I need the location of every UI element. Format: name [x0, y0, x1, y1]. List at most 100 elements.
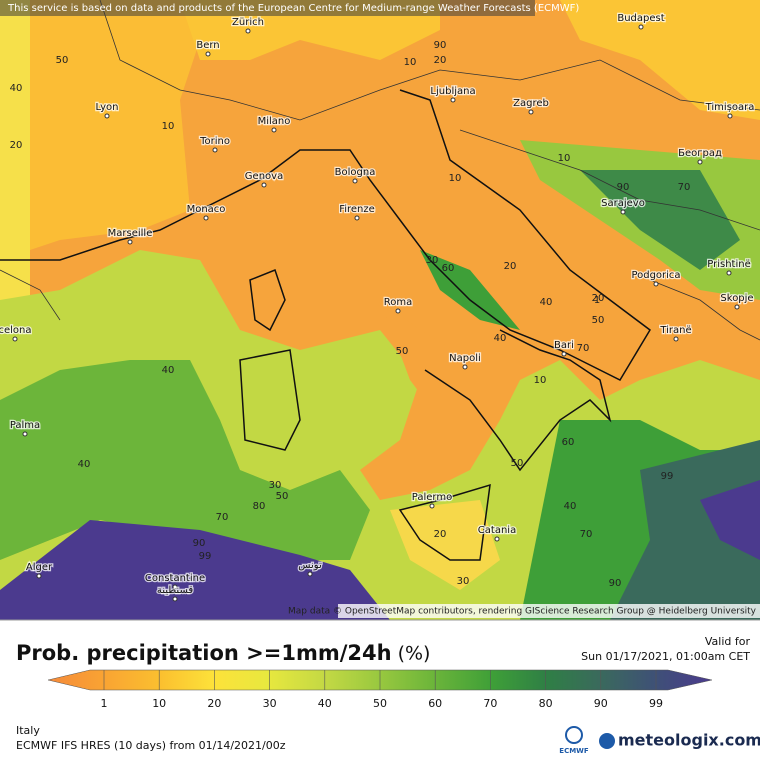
- contour-label: 90: [434, 40, 447, 51]
- contour-label: 30: [426, 255, 439, 266]
- city-label: Monaco: [187, 204, 226, 215]
- city-dot: [429, 503, 435, 509]
- city-dot: [462, 364, 468, 370]
- city-label: Palma: [10, 420, 40, 431]
- city-label: Zagreb: [513, 98, 549, 109]
- attribution: Map data © OpenStreetMap contributors, r…: [288, 607, 757, 617]
- city-label: Podgorica: [631, 270, 680, 281]
- city-dot: [22, 431, 28, 437]
- legend-tick-label: 99: [649, 697, 663, 710]
- legend-tick-label: 50: [373, 697, 387, 710]
- city-label: تونس: [298, 560, 322, 571]
- city-label: Београд: [678, 148, 722, 159]
- contour-label: 50: [511, 458, 524, 469]
- contour-label: 20: [434, 529, 447, 540]
- legend-tick-label: 80: [539, 697, 553, 710]
- contour-label: 70: [216, 512, 229, 523]
- city-dot: [354, 215, 360, 221]
- contour-label: 40: [162, 365, 175, 376]
- city-dot: [307, 571, 313, 577]
- city-label: Timișoara: [705, 102, 755, 113]
- city-dot: [261, 182, 267, 188]
- ecmwf-logo: ECMWF: [559, 747, 589, 755]
- city-label: Constantine: [145, 573, 205, 584]
- legend-tick-label: 90: [594, 697, 608, 710]
- legend-tick-label: 1: [101, 697, 108, 710]
- city-label: Palermo: [412, 492, 452, 503]
- legend-tick-label: 20: [207, 697, 221, 710]
- city-label: Sarajevo: [601, 198, 645, 209]
- city-dot: [494, 536, 500, 542]
- contour-label: 1: [594, 295, 600, 306]
- contour-label: 50: [592, 315, 605, 326]
- contour-label: 10: [534, 375, 547, 386]
- region: Italy: [16, 724, 40, 737]
- contour-label: 70: [577, 343, 590, 354]
- city-label: Firenze: [339, 204, 375, 215]
- city-label: Milano: [258, 116, 291, 127]
- contour-label: 40: [78, 459, 91, 470]
- legend-tick-label: 60: [428, 697, 442, 710]
- contour-label: 90: [193, 538, 206, 549]
- city-dot: [203, 215, 209, 221]
- ecmwf-icon: [565, 726, 583, 744]
- city-label: Torino: [199, 136, 230, 147]
- contour-label: 30: [269, 480, 282, 491]
- legend-tick-label: 70: [483, 697, 497, 710]
- contour-label: 30: [457, 576, 470, 587]
- contour-label: 99: [199, 551, 212, 562]
- city-dot: [127, 239, 133, 245]
- city-label: celona: [0, 325, 32, 336]
- meteologix-icon: [599, 733, 615, 749]
- contour-label: 20: [504, 261, 517, 272]
- city-dot: [726, 270, 732, 276]
- contour-label: 60: [442, 263, 455, 274]
- contour-label: 10: [162, 121, 175, 132]
- contour-label: 40: [564, 501, 577, 512]
- city-dot: [205, 51, 211, 57]
- contour-label: 50: [276, 491, 289, 502]
- contour-label: 99: [661, 471, 674, 482]
- contour-label: 70: [678, 182, 691, 193]
- legend-tick-label: 40: [318, 697, 332, 710]
- contour-label: 20: [434, 55, 447, 66]
- city-label: Ljubljana: [430, 86, 475, 97]
- contour-label: 10: [404, 57, 417, 68]
- city-dot: [697, 159, 703, 165]
- contour-label: 70: [580, 529, 593, 540]
- city-label: Roma: [384, 297, 413, 308]
- city-dot: [620, 209, 626, 215]
- legend-unit: (%): [398, 643, 431, 665]
- city-dot: [727, 113, 733, 119]
- city-dot: [12, 336, 18, 342]
- city-dot: [450, 97, 456, 103]
- city-dot: [36, 573, 42, 579]
- city-dot: [528, 109, 534, 115]
- city-label: Zürich: [232, 17, 264, 28]
- legend-title: Prob. precipitation >=1mm/24h: [16, 641, 392, 665]
- legend-tick-label: 30: [263, 697, 277, 710]
- city-dot: [395, 308, 401, 314]
- city-dot: [271, 127, 277, 133]
- city-dot: [245, 28, 251, 34]
- city-label: Bari: [554, 340, 574, 351]
- city-label: Prishtinë: [707, 259, 750, 270]
- notice: This service is based on data and produc…: [7, 3, 579, 14]
- model-run: ECMWF IFS HRES (10 days) from 01/14/2021…: [16, 739, 286, 752]
- city-label: Alger: [26, 562, 53, 573]
- contour-label: 60: [562, 437, 575, 448]
- contour-label: 10: [558, 153, 571, 164]
- legend-ticks: 1 10 20 30 40 50 60 70 80 90 99: [101, 670, 663, 710]
- contour-label: 90: [617, 182, 630, 193]
- city-label: Tiranë: [659, 325, 691, 336]
- city-label: Bern: [196, 40, 219, 51]
- contour-label: 20: [10, 140, 23, 151]
- contour-label: 80: [253, 501, 266, 512]
- city-label: Marseille: [108, 228, 153, 239]
- city-dot: [638, 24, 644, 30]
- city-labels: Bern Zürich Budapest Lyon Milano Ljubljana Zag…: [0, 12, 756, 602]
- contour-label: 50: [56, 55, 69, 66]
- city-dot: [673, 336, 679, 342]
